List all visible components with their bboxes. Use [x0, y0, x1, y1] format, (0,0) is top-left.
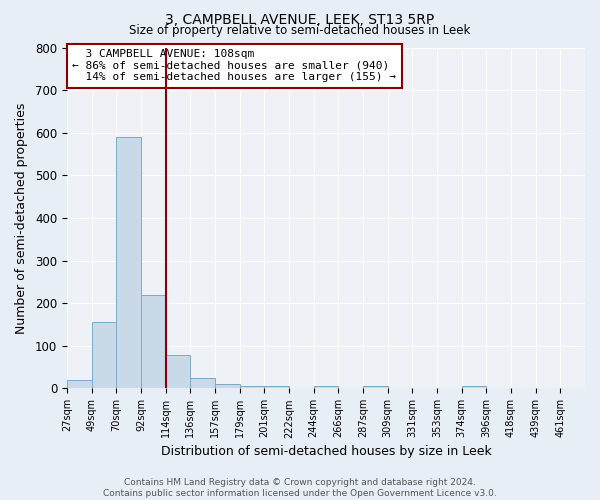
- Bar: [314, 386, 338, 388]
- Y-axis label: Number of semi-detached properties: Number of semi-detached properties: [15, 102, 28, 334]
- Bar: [92, 322, 116, 388]
- Bar: [461, 386, 487, 388]
- Text: 3, CAMPBELL AVENUE, LEEK, ST13 5RP: 3, CAMPBELL AVENUE, LEEK, ST13 5RP: [166, 12, 434, 26]
- X-axis label: Distribution of semi-detached houses by size in Leek: Distribution of semi-detached houses by …: [161, 444, 491, 458]
- Bar: [363, 386, 388, 388]
- Text: 3 CAMPBELL AVENUE: 108sqm
← 86% of semi-detached houses are smaller (940)
  14% : 3 CAMPBELL AVENUE: 108sqm ← 86% of semi-…: [72, 49, 396, 82]
- Bar: [116, 137, 141, 388]
- Text: Contains HM Land Registry data © Crown copyright and database right 2024.
Contai: Contains HM Land Registry data © Crown c…: [103, 478, 497, 498]
- Bar: [264, 386, 289, 388]
- Bar: [239, 386, 264, 388]
- Bar: [141, 296, 166, 388]
- Bar: [166, 355, 190, 388]
- Text: Size of property relative to semi-detached houses in Leek: Size of property relative to semi-detach…: [130, 24, 470, 37]
- Bar: [67, 380, 92, 388]
- Bar: [215, 384, 239, 388]
- Bar: [190, 378, 215, 388]
